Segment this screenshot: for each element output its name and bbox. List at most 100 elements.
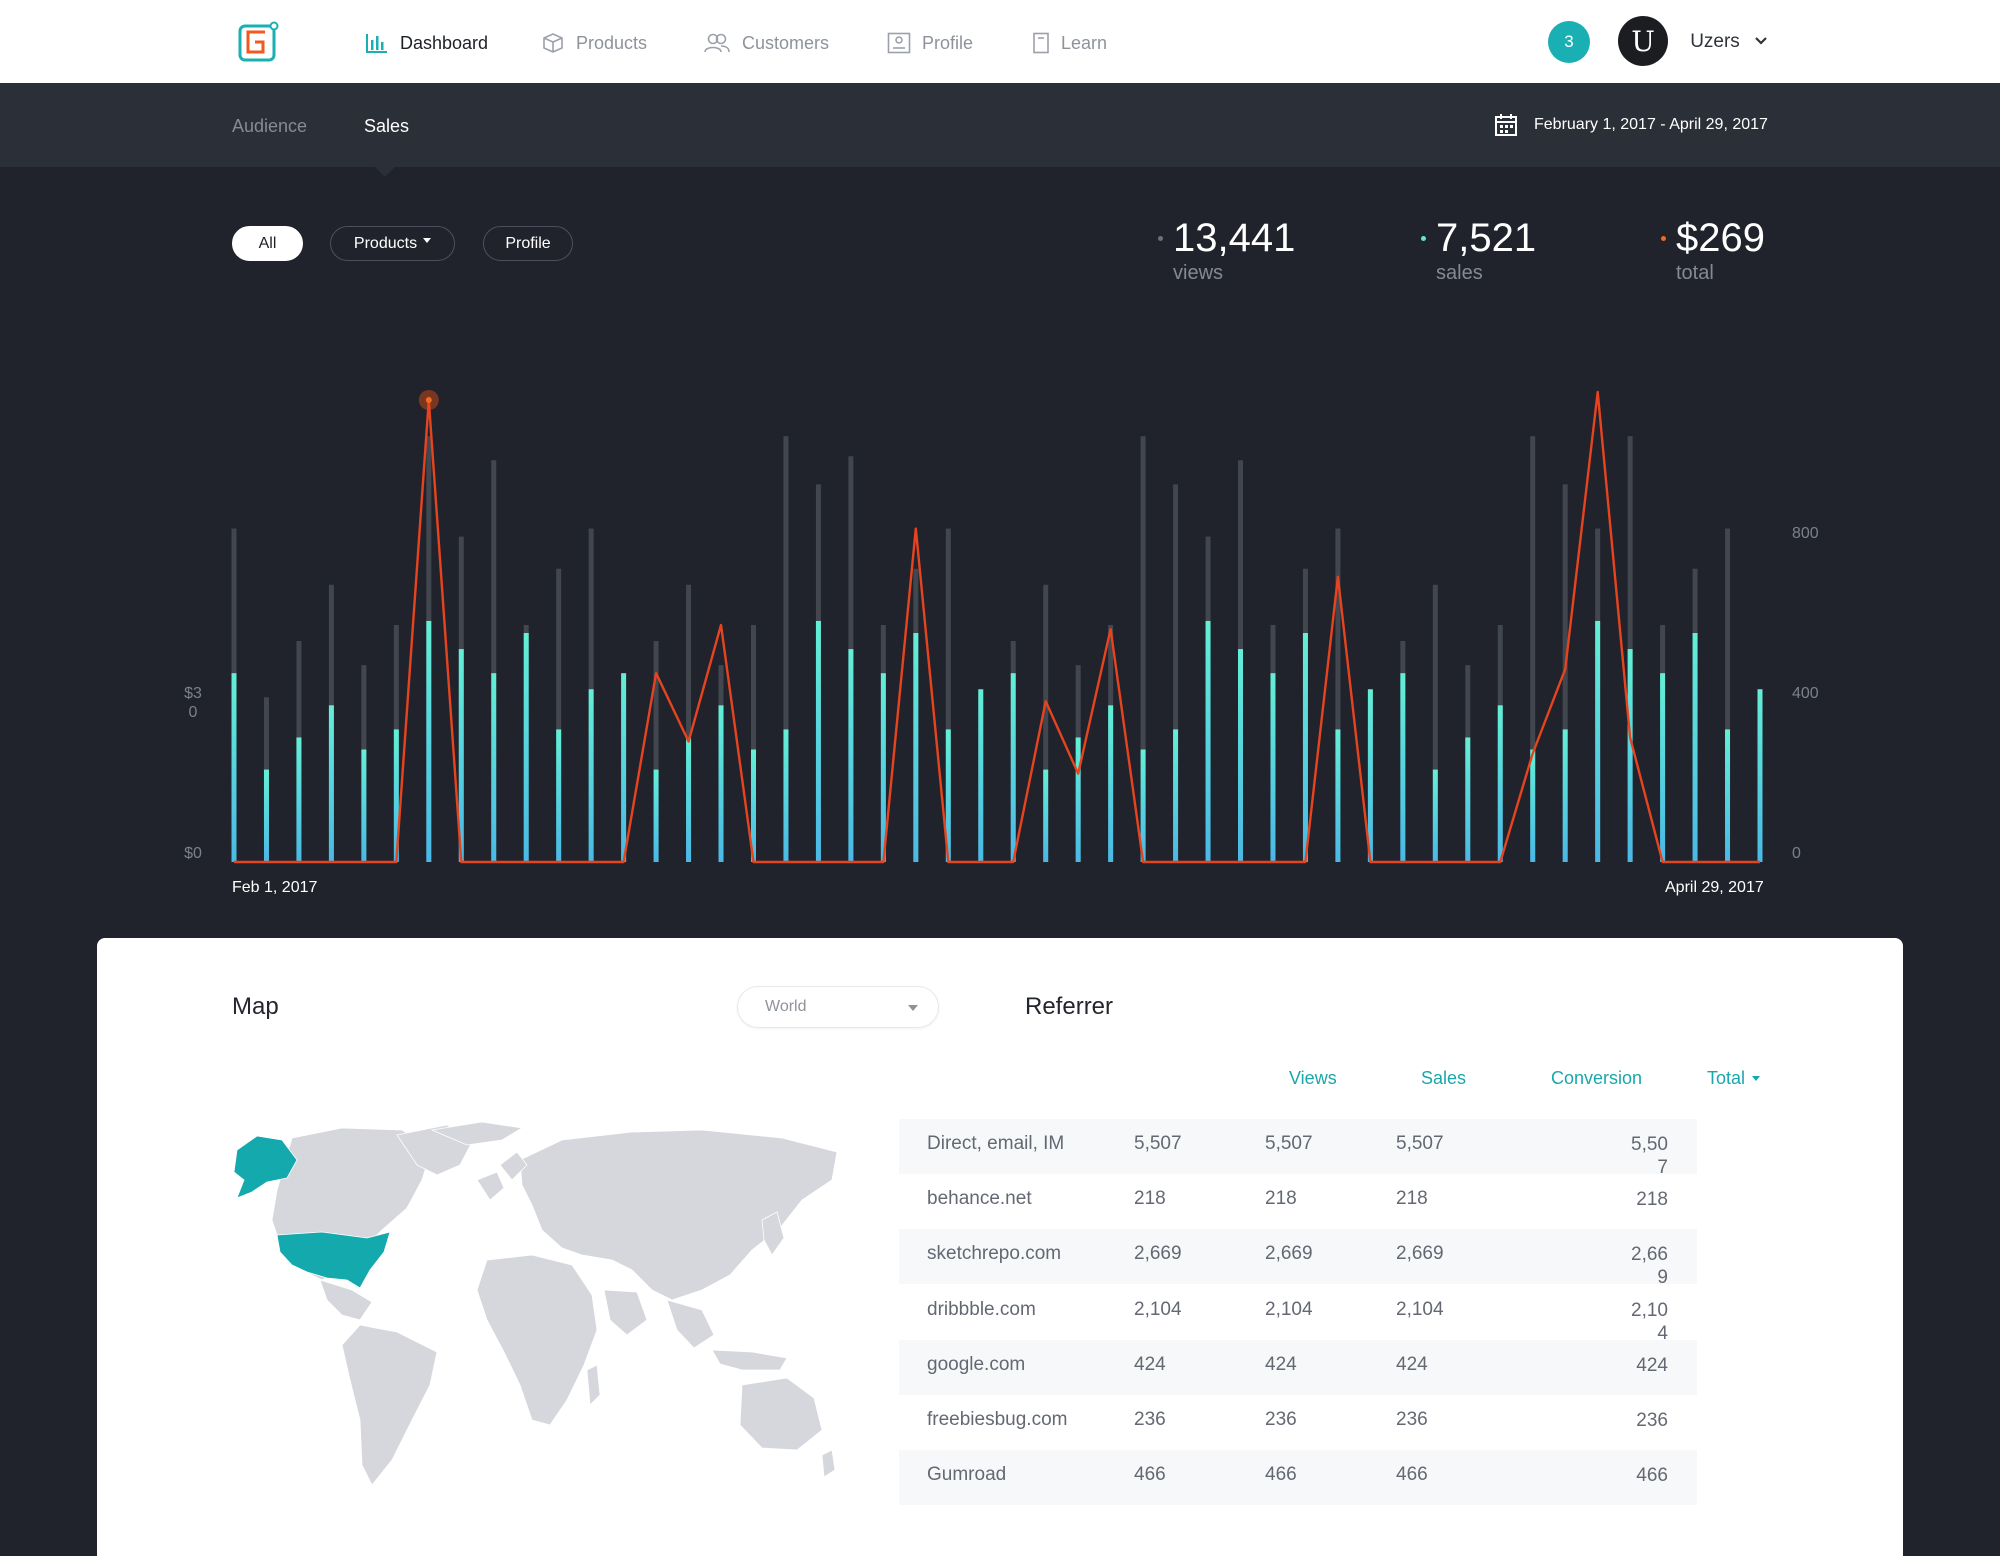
sales-bar[interactable] bbox=[458, 649, 464, 862]
total-legend-dot bbox=[1661, 236, 1666, 241]
column-header-total[interactable]: Total bbox=[1707, 1068, 1761, 1089]
book-icon bbox=[1033, 32, 1049, 54]
referrer-views: 5,507 bbox=[1134, 1133, 1182, 1154]
nav-dashboard[interactable]: Dashboard bbox=[365, 29, 488, 57]
sales-bar[interactable] bbox=[1497, 705, 1503, 862]
views-bar[interactable] bbox=[653, 641, 659, 862]
column-header-views[interactable]: Views bbox=[1289, 1068, 1337, 1088]
sales-bar[interactable] bbox=[978, 689, 984, 862]
views-bar[interactable] bbox=[1140, 436, 1146, 862]
sales-bar[interactable] bbox=[1725, 729, 1731, 862]
sales-bar[interactable] bbox=[1627, 649, 1633, 862]
nav-learn[interactable]: Learn bbox=[1032, 29, 1107, 57]
sales-bar[interactable] bbox=[1465, 737, 1471, 862]
sales-bar[interactable] bbox=[361, 749, 367, 862]
user-name[interactable]: Uzers bbox=[1690, 31, 1740, 52]
world-map[interactable] bbox=[232, 1120, 844, 1500]
table-row[interactable]: Direct, email, IM 5,507 5,507 5,507 5,507 bbox=[899, 1119, 1697, 1178]
sales-bar[interactable] bbox=[750, 749, 756, 862]
views-bar[interactable] bbox=[1562, 484, 1568, 862]
views-bar[interactable] bbox=[1432, 584, 1438, 862]
sales-bar[interactable] bbox=[556, 729, 562, 862]
sales-bar[interactable] bbox=[815, 620, 821, 862]
views-bar[interactable] bbox=[945, 528, 951, 862]
sales-bar[interactable] bbox=[1238, 649, 1244, 862]
sales-bar[interactable] bbox=[1562, 729, 1568, 862]
chevron-down-icon[interactable] bbox=[1752, 32, 1770, 50]
sales-bar[interactable] bbox=[1205, 620, 1211, 862]
sales-bar[interactable] bbox=[263, 769, 269, 862]
sales-bar[interactable] bbox=[393, 729, 399, 862]
views-bar[interactable] bbox=[1530, 436, 1536, 862]
app-logo[interactable] bbox=[237, 20, 281, 64]
nav-products[interactable]: Products bbox=[541, 29, 647, 57]
table-row[interactable]: dribbble.com 2,104 2,104 2,104 2,104 bbox=[899, 1285, 1697, 1344]
column-header-conversion[interactable]: Conversion bbox=[1551, 1068, 1643, 1088]
sales-bar[interactable] bbox=[1270, 673, 1276, 862]
sales-bar[interactable] bbox=[1367, 689, 1373, 862]
sales-bar[interactable] bbox=[1530, 749, 1536, 862]
table-row[interactable]: sketchrepo.com 2,669 2,669 2,669 2,669 bbox=[899, 1229, 1697, 1288]
nav-profile[interactable]: Profile bbox=[887, 29, 973, 57]
notification-badge[interactable]: 3 bbox=[1548, 21, 1590, 63]
views-bar[interactable] bbox=[491, 460, 497, 862]
active-tab-indicator bbox=[374, 166, 396, 177]
column-header-sales[interactable]: Sales bbox=[1421, 1068, 1467, 1088]
sales-bar[interactable] bbox=[523, 633, 529, 862]
avatar[interactable]: U bbox=[1618, 16, 1668, 66]
tab-sales[interactable]: Sales bbox=[364, 116, 410, 136]
sales-bar[interactable] bbox=[848, 649, 854, 862]
views-bar[interactable] bbox=[686, 584, 692, 862]
sales-bar[interactable] bbox=[1432, 769, 1438, 862]
sales-bar[interactable] bbox=[1400, 673, 1406, 862]
sales-bar[interactable] bbox=[1173, 729, 1179, 862]
sales-bar[interactable] bbox=[426, 620, 432, 862]
sales-bar[interactable] bbox=[1595, 620, 1601, 862]
sales-bar[interactable] bbox=[1660, 673, 1666, 862]
sales-bar[interactable] bbox=[296, 737, 302, 862]
sales-bar[interactable] bbox=[686, 737, 692, 862]
sales-bar[interactable] bbox=[1010, 673, 1016, 862]
sales-bar[interactable] bbox=[1075, 737, 1081, 862]
table-row[interactable]: google.com 424 424 424 424 bbox=[899, 1340, 1697, 1395]
views-bar[interactable] bbox=[1043, 584, 1049, 862]
sales-bar[interactable] bbox=[328, 705, 334, 862]
views-bar[interactable] bbox=[1173, 484, 1179, 862]
referrer-views: 466 bbox=[1134, 1464, 1166, 1485]
sales-bar[interactable] bbox=[1692, 633, 1698, 862]
region-select[interactable]: World bbox=[737, 986, 939, 1028]
table-row[interactable]: freebiesbug.com 236 236 236 236 bbox=[899, 1395, 1697, 1450]
views-bar[interactable] bbox=[783, 436, 789, 862]
table-row[interactable]: behance.net 218 218 218 218 bbox=[899, 1174, 1697, 1229]
sales-bar[interactable] bbox=[913, 633, 919, 862]
tab-audience[interactable]: Audience bbox=[232, 116, 308, 136]
filter-products-dropdown[interactable]: Products bbox=[330, 226, 455, 261]
views-bar[interactable] bbox=[750, 624, 756, 862]
sales-bar[interactable] bbox=[1140, 749, 1146, 862]
sales-bar[interactable] bbox=[1757, 689, 1763, 862]
sales-bar[interactable] bbox=[1302, 633, 1308, 862]
referrer-views: 218 bbox=[1134, 1188, 1166, 1209]
table-row[interactable]: Gumroad 466 466 466 466 bbox=[899, 1450, 1697, 1505]
sales-bar[interactable] bbox=[653, 769, 659, 862]
sales-bar[interactable] bbox=[945, 729, 951, 862]
filter-profile-button[interactable]: Profile bbox=[483, 226, 573, 261]
sales-bar[interactable] bbox=[1043, 769, 1049, 862]
sales-bar[interactable] bbox=[1335, 729, 1341, 862]
sales-bar[interactable] bbox=[880, 673, 886, 862]
views-bar[interactable] bbox=[1725, 528, 1731, 862]
sales-bar[interactable] bbox=[588, 689, 594, 862]
views-bar[interactable] bbox=[1335, 528, 1341, 862]
sales-bar[interactable] bbox=[718, 705, 724, 862]
filter-all-button[interactable]: All bbox=[232, 226, 303, 261]
date-range-picker[interactable]: February 1, 2017 - April 29, 2017 bbox=[1494, 113, 1768, 137]
sales-bar[interactable] bbox=[1108, 705, 1114, 862]
sales-bar[interactable] bbox=[621, 673, 627, 862]
referrer-sales: 236 bbox=[1265, 1409, 1297, 1430]
sales-bar[interactable] bbox=[491, 673, 497, 862]
sales-bar[interactable] bbox=[783, 729, 789, 862]
total-line[interactable] bbox=[234, 390, 1760, 864]
sales-bar[interactable] bbox=[231, 673, 237, 862]
views-bar[interactable] bbox=[556, 568, 562, 862]
nav-customers[interactable]: Customers bbox=[703, 29, 829, 57]
